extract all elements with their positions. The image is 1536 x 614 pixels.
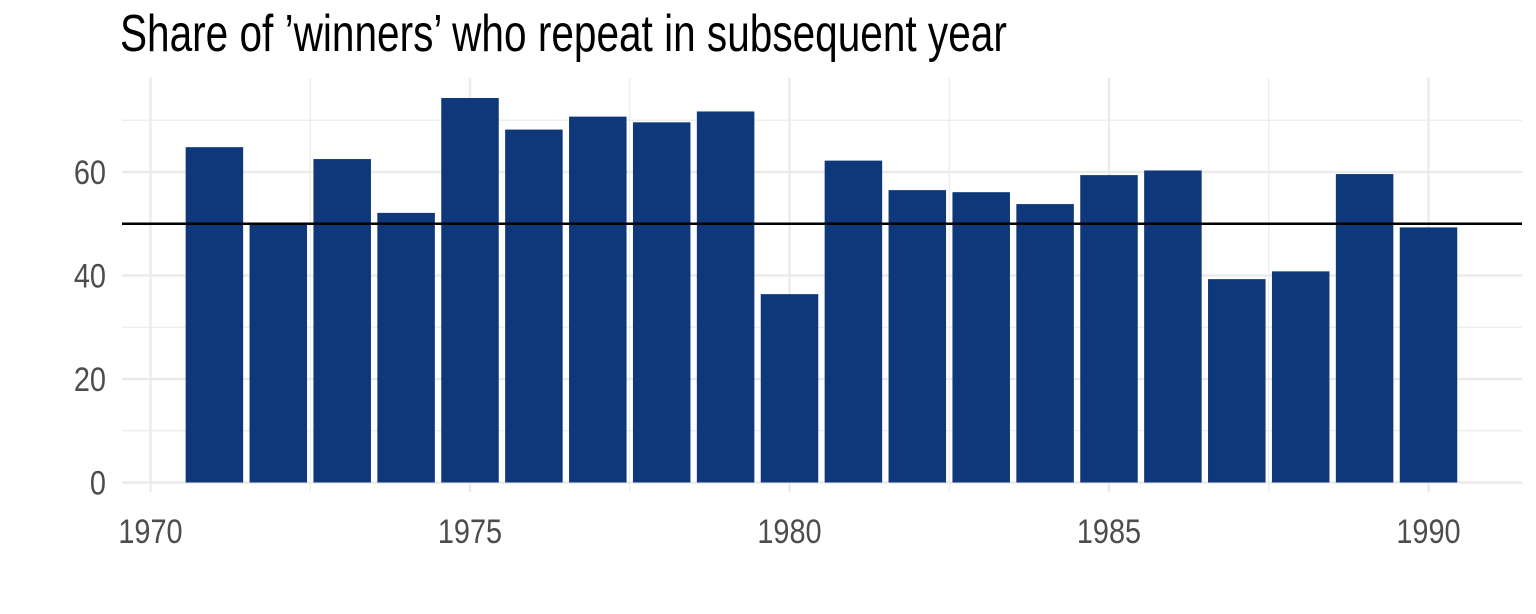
bar <box>377 212 435 483</box>
y-axis-ticks: 0 20 40 60 <box>74 153 106 502</box>
bar <box>441 97 499 483</box>
bar <box>1335 174 1394 483</box>
x-axis-ticks: 1970 1975 1980 1985 1990 <box>118 512 1460 551</box>
bar <box>1399 227 1458 483</box>
y-tick-label: 0 <box>90 463 106 502</box>
bar <box>569 116 627 483</box>
bar <box>888 190 947 483</box>
bar <box>696 111 755 483</box>
x-tick-label: 1980 <box>757 512 821 551</box>
bar <box>505 129 563 483</box>
bar <box>760 294 819 483</box>
y-tick-label: 40 <box>74 256 106 295</box>
x-tick-label: 1970 <box>118 512 182 551</box>
bar <box>632 122 691 483</box>
bar <box>249 224 308 483</box>
bar <box>952 192 1010 483</box>
x-tick-label: 1975 <box>438 512 502 551</box>
bar <box>1144 170 1202 483</box>
bar <box>824 160 883 483</box>
y-tick-label: 60 <box>74 153 106 192</box>
chart-title: Share of ’winners’ who repeat in subsequ… <box>120 5 1007 63</box>
bar <box>1016 204 1074 483</box>
bar <box>1271 271 1330 483</box>
bar <box>185 147 244 483</box>
bar <box>313 159 371 483</box>
bar <box>1208 279 1266 483</box>
x-tick-label: 1985 <box>1077 512 1141 551</box>
x-tick-label: 1990 <box>1396 512 1460 551</box>
bar <box>1080 175 1138 483</box>
bars <box>185 97 1458 483</box>
y-tick-label: 20 <box>74 360 106 399</box>
